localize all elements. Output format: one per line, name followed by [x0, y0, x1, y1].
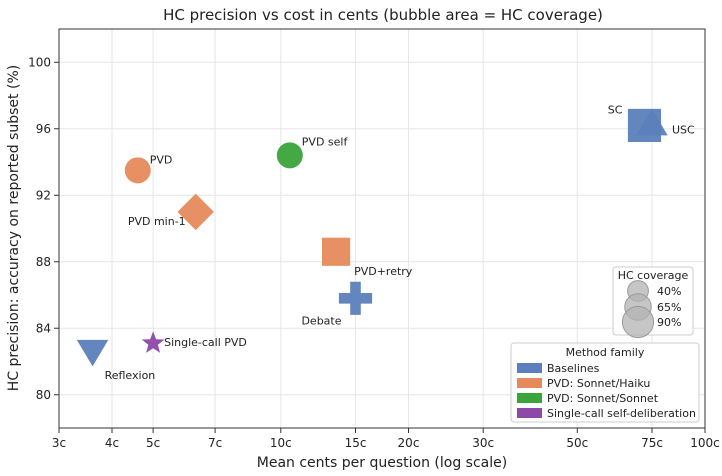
family-legend-swatch — [517, 393, 542, 403]
point-pvd — [124, 157, 151, 184]
point-pvd-min-1 — [177, 193, 214, 231]
family-legend-label: PVD: Sonnet/Haiku — [547, 377, 650, 390]
family-legend-label: Single-call self-deliberation — [547, 407, 696, 420]
family-legend: Method family Baselines PVD: Sonnet/Haiku P… — [510, 342, 700, 423]
point-label: PVD+retry — [354, 265, 413, 278]
family-legend-swatch — [517, 363, 542, 373]
y-axis: 80 84 88 92 96 100 — [28, 55, 59, 402]
x-tick-label: 75c — [641, 436, 663, 450]
plot-area-frame — [58, 28, 706, 429]
y-tick-label: 84 — [36, 321, 51, 335]
point-label: Single-call PVD — [164, 336, 247, 349]
point-label: PVD self — [302, 135, 349, 148]
x-axis: 3c 4c 5c 7c 10c 15c 20c 30c 50c 75c 100c — [52, 428, 720, 450]
x-tick-label: 4c — [105, 436, 119, 450]
family-legend-frame — [510, 342, 700, 423]
x-tick-label: 5c — [146, 436, 160, 450]
y-tick-label: 92 — [36, 188, 51, 202]
point-label: SC — [608, 103, 623, 116]
chart-title: HC precision vs cost in cents (bubble ar… — [163, 6, 603, 24]
size-legend-marker — [621, 305, 655, 339]
data-points: SC USC Debate Reflexion PVD PVD min-1 PVD+retr… — [76, 103, 695, 382]
x-tick-label: 100c — [690, 436, 720, 450]
y-tick-label: 96 — [36, 122, 51, 136]
point-pvd-retry — [322, 237, 351, 266]
y-axis-label: HC precision: accuracy on reported subse… — [6, 65, 22, 391]
x-tick-label: 20c — [398, 436, 420, 450]
point-label: Debate — [301, 314, 341, 327]
point-pvd-self — [276, 142, 303, 169]
family-legend-label: Baselines — [547, 362, 600, 375]
y-tick-label: 80 — [36, 388, 51, 402]
x-tick-label: 15c — [345, 436, 367, 450]
point-single-call-pvd — [141, 331, 165, 353]
y-tick-label: 100 — [28, 55, 51, 69]
x-tick-label: 3c — [52, 436, 66, 450]
size-legend-title: HC coverage — [618, 269, 689, 282]
point-label: Reflexion — [105, 369, 156, 382]
x-tick-label: 30c — [472, 436, 494, 450]
family-legend-label: PVD: Sonnet/Sonnet — [547, 392, 659, 405]
point-label: PVD — [150, 153, 173, 166]
size-legend: HC coverage 40% 65% 90% — [612, 266, 694, 339]
size-legend-label: 40% — [657, 285, 681, 298]
point-reflexion — [76, 339, 109, 367]
size-legend-label: 65% — [657, 301, 681, 314]
point-debate — [338, 281, 373, 315]
x-tick-label: 7c — [208, 436, 222, 450]
point-label: USC — [672, 123, 695, 136]
family-legend-swatch — [517, 378, 542, 388]
size-legend-label: 90% — [657, 316, 681, 329]
family-legend-swatch — [517, 408, 542, 418]
point-label: PVD min-1 — [128, 215, 186, 228]
point-usc — [636, 108, 668, 136]
x-axis-label: Mean cents per question (log scale) — [257, 455, 507, 471]
x-tick-label: 50c — [566, 436, 588, 450]
y-tick-label: 88 — [36, 255, 51, 269]
family-legend-title: Method family — [566, 346, 645, 359]
x-tick-label: 10c — [270, 436, 292, 450]
